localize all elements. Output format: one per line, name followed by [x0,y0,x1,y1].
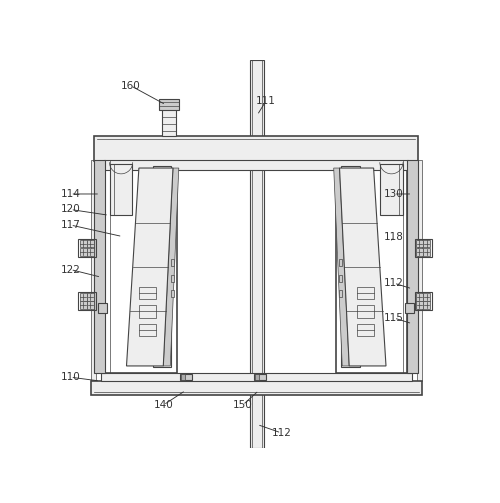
Bar [160,99,179,110]
Bar [91,160,96,381]
Bar [359,260,362,267]
Bar [138,324,156,336]
Bar [180,374,192,379]
Polygon shape [340,168,386,366]
Text: 117: 117 [60,220,80,230]
Polygon shape [164,168,179,366]
Bar [254,374,266,379]
Bar [80,240,86,247]
Text: 110: 110 [60,372,80,382]
Bar [359,290,362,297]
Bar [150,260,154,267]
Bar [150,290,154,297]
Bar [80,248,86,256]
Bar [423,248,430,256]
Bar [78,292,96,310]
Text: 112: 112 [384,278,404,288]
Bar [338,260,342,267]
Bar [408,160,418,373]
Bar [94,160,105,373]
Polygon shape [126,168,173,366]
Bar [338,290,342,297]
Bar [416,301,423,309]
Text: 120: 120 [60,205,80,214]
Text: 130: 130 [384,189,404,199]
Text: 122: 122 [60,265,80,275]
Bar [87,240,94,247]
Bar [423,240,430,247]
Bar [170,290,174,297]
Bar [170,260,174,267]
Bar [380,164,402,214]
Bar [104,160,408,170]
Bar [416,240,423,247]
Bar [170,275,174,282]
Bar [87,293,94,301]
Bar [78,238,96,257]
Bar [87,301,94,309]
Bar [416,248,423,256]
Text: 118: 118 [384,231,404,241]
Bar [110,164,132,214]
Bar [357,324,374,336]
Text: 112: 112 [272,428,291,438]
Bar [150,275,154,282]
Bar [414,292,432,310]
Text: 160: 160 [120,80,140,91]
Bar [94,136,418,161]
Bar [341,166,359,367]
Bar [105,160,177,373]
Bar [357,287,374,299]
Bar [338,275,342,282]
Polygon shape [334,168,349,366]
Bar [181,374,185,379]
Bar [100,373,412,381]
Bar [138,305,156,317]
Bar [423,301,430,309]
Text: 150: 150 [233,400,252,410]
Bar [98,302,106,313]
Bar [406,302,414,313]
Bar [250,60,264,448]
Bar [417,160,422,381]
Bar [423,293,430,301]
Bar [80,293,86,301]
Bar [414,238,432,257]
Text: 114: 114 [60,189,80,199]
Text: 115: 115 [384,313,404,323]
Bar [91,381,422,395]
Bar [80,301,86,309]
Text: 140: 140 [154,400,173,410]
Bar [138,287,156,299]
Bar [336,160,407,373]
Bar [416,293,423,301]
Bar [359,275,362,282]
Bar [162,101,176,136]
Bar [153,166,172,367]
Bar [357,305,374,317]
Bar [87,248,94,256]
Bar [256,374,260,379]
Text: 111: 111 [256,96,276,106]
